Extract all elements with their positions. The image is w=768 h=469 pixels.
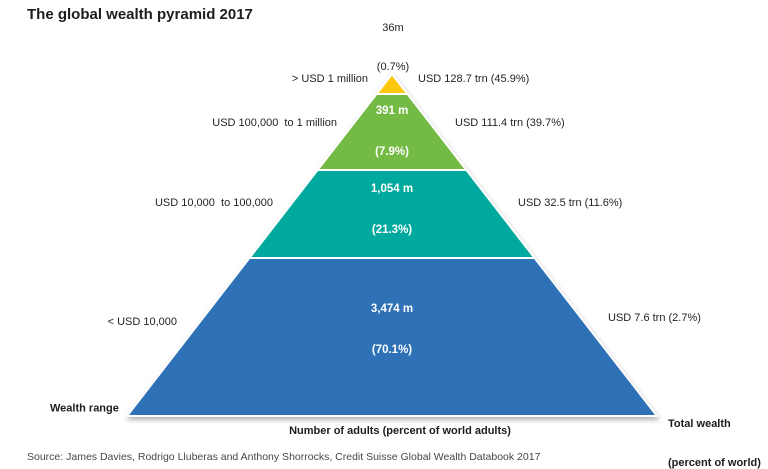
tier-1-adults-percent: (0.7%) [376,61,410,73]
tier-1-wealth-range-label: > USD 1 million [291,73,368,85]
tier-2-adults-label: 391 m (7.9%) [292,78,492,186]
pyramid-tier-base [126,257,658,417]
tier-4-wealth-range-label: < USD 10,000 [107,316,177,328]
tier-3-adults-label: 1,054 m (21.3%) [292,156,492,264]
tier-3-adults-count: 1,054 m [370,183,414,195]
wealth-range-axis-label: Wealth range [50,402,119,415]
tier-4-adults-label: 3,474 m (70.1%) [292,276,492,384]
source-attribution: Source: James Davies, Rodrigo Lluberas a… [27,451,541,463]
tier-4-total-wealth-label: USD 7.6 trn (2.7%) [608,312,701,324]
tier-2-wealth-range-label: USD 100,000 to 1 million [212,117,337,129]
tier-2-total-wealth-label: USD 111.4 trn (39.7%) [455,117,565,129]
tier-1-total-wealth-label: USD 128.7 trn (45.9%) [418,73,530,85]
total-wealth-axis-label: Total wealth (percent of world) [668,392,761,469]
tier-1-adults-count: 36m [382,22,404,34]
tier-2-adults-count: 391 m [375,105,409,117]
total-wealth-axis-line2: (percent of world) [668,457,761,469]
tier-1-adults-label: 36m (0.7%) [293,0,493,100]
tier-4-adults-percent: (70.1%) [371,343,413,356]
tier-2-adults-percent: (7.9%) [375,145,409,158]
tier-3-adults-percent: (21.3%) [371,223,413,236]
page-title: The global wealth pyramid 2017 [27,6,253,23]
tier-3-total-wealth-label: USD 32.5 trn (11.6%) [518,197,623,209]
tier-3-wealth-range-label: USD 10,000 to 100,000 [154,197,273,209]
tier-4-adults-count: 3,474 m [370,303,414,315]
adults-axis-label: Number of adults (percent of world adult… [289,425,511,437]
total-wealth-axis-line1: Total wealth [668,418,731,430]
